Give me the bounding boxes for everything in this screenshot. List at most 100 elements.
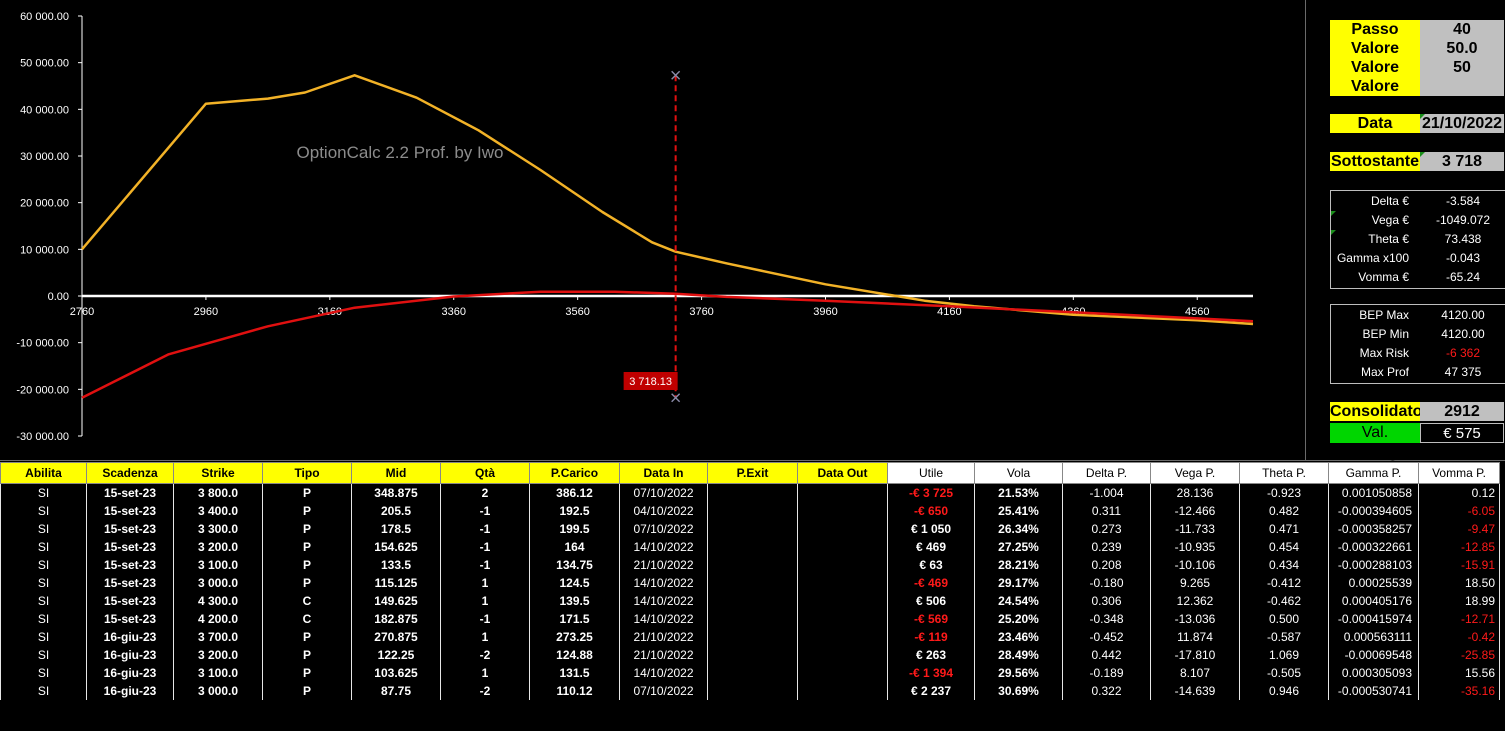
table-cell[interactable]: 28.49% [974,646,1063,664]
table-cell[interactable]: -35.16 [1418,682,1500,700]
table-cell[interactable]: 0.306 [1062,592,1151,610]
table-cell[interactable]: P [262,538,352,556]
table-cell[interactable]: 14/10/2022 [619,538,708,556]
table-cell[interactable]: 131.5 [529,664,620,682]
table-cell[interactable]: 0.471 [1239,520,1329,538]
table-cell[interactable]: 15-set-23 [86,538,174,556]
table-cell[interactable]: -0.412 [1239,574,1329,592]
table-cell[interactable]: SI [0,646,87,664]
table-cell[interactable]: -1 [440,538,530,556]
table-cell[interactable]: 16-giu-23 [86,682,174,700]
table-row[interactable]: SI 16-giu-23 3 700.0 P 270.875 1 273.25 21/10/2… [0,628,1500,646]
table-cell[interactable]: SI [0,610,87,628]
table-cell[interactable]: -0.000415974 [1328,610,1419,628]
table-cell[interactable]: 07/10/2022 [619,682,708,700]
passo-grafico-field[interactable]: 40 [1420,20,1504,39]
table-cell[interactable]: 0.000405176 [1328,592,1419,610]
table-cell[interactable]: 1 [440,664,530,682]
table-cell[interactable] [707,646,798,664]
table-cell[interactable]: 0.500 [1239,610,1329,628]
table-cell[interactable]: € 2 237 [887,682,975,700]
table-cell[interactable]: 15-set-23 [86,556,174,574]
table-cell[interactable]: 139.5 [529,592,620,610]
table-cell[interactable]: SI [0,538,87,556]
table-cell[interactable]: 182.875 [351,610,441,628]
table-cell[interactable] [707,682,798,700]
table-cell[interactable]: 29.56% [974,664,1063,682]
table-cell[interactable] [707,556,798,574]
table-cell[interactable]: 3 000.0 [173,682,263,700]
table-cell[interactable] [797,610,888,628]
table-cell[interactable]: -0.000288103 [1328,556,1419,574]
table-cell[interactable] [797,664,888,682]
valore-opzioni-field[interactable]: 50.0 [1420,39,1504,58]
table-cell[interactable]: 24.54% [974,592,1063,610]
table-row[interactable]: SI 16-giu-23 3 100.0 P 103.625 1 131.5 14/10/20… [0,664,1500,682]
table-cell[interactable]: -0.189 [1062,664,1151,682]
table-cell[interactable]: -€ 650 [887,502,975,520]
table-cell[interactable]: -9.47 [1418,520,1500,538]
table-cell[interactable] [797,592,888,610]
table-cell[interactable]: 0.434 [1239,556,1329,574]
table-cell[interactable]: 0.482 [1239,502,1329,520]
column-header[interactable]: Data In [619,462,708,484]
table-cell[interactable]: € 469 [887,538,975,556]
table-cell[interactable] [707,628,798,646]
table-cell[interactable] [707,520,798,538]
table-cell[interactable]: 133.5 [351,556,441,574]
table-cell[interactable]: -0.42 [1418,628,1500,646]
table-cell[interactable]: -15.91 [1418,556,1500,574]
table-cell[interactable]: 15-set-23 [86,483,174,502]
table-cell[interactable]: 3 700.0 [173,628,263,646]
table-cell[interactable]: -12.71 [1418,610,1500,628]
table-cell[interactable]: -10.106 [1150,556,1240,574]
table-cell[interactable]: 14/10/2022 [619,592,708,610]
table-cell[interactable]: -1 [440,556,530,574]
table-row[interactable]: SI 16-giu-23 3 000.0 P 87.75 -2 110.12 07/10/20… [0,682,1500,700]
table-cell[interactable]: € 263 [887,646,975,664]
table-cell[interactable]: 4 200.0 [173,610,263,628]
table-cell[interactable]: -0.348 [1062,610,1151,628]
table-cell[interactable]: -6.05 [1418,502,1500,520]
table-cell[interactable]: 0.311 [1062,502,1151,520]
column-header[interactable]: Vega P. [1150,462,1240,484]
table-cell[interactable]: 16-giu-23 [86,664,174,682]
valore-future-field[interactable]: 50 [1420,58,1504,77]
table-cell[interactable]: 15-set-23 [86,592,174,610]
table-cell[interactable]: P [262,556,352,574]
table-cell[interactable]: 0.000563111 [1328,628,1419,646]
table-row[interactable]: SI 15-set-23 4 200.0 C 182.875 -1 171.5 14/10/2… [0,610,1500,628]
table-cell[interactable]: 14/10/2022 [619,574,708,592]
table-cell[interactable]: -€ 3 725 [887,483,975,502]
table-cell[interactable]: SI [0,556,87,574]
table-cell[interactable]: 3 400.0 [173,502,263,520]
table-cell[interactable]: P [262,664,352,682]
table-cell[interactable]: 348.875 [351,483,441,502]
table-cell[interactable]: -0.505 [1239,664,1329,682]
table-cell[interactable]: 134.75 [529,556,620,574]
column-header[interactable]: Theta P. [1239,462,1329,484]
table-cell[interactable]: 15-set-23 [86,502,174,520]
table-cell[interactable]: -10.935 [1150,538,1240,556]
table-cell[interactable]: 171.5 [529,610,620,628]
table-cell[interactable]: 15-set-23 [86,610,174,628]
table-cell[interactable]: 154.625 [351,538,441,556]
table-cell[interactable]: -0.923 [1239,483,1329,502]
table-cell[interactable]: 124.88 [529,646,620,664]
table-cell[interactable]: 07/10/2022 [619,520,708,538]
table-cell[interactable]: -12.85 [1418,538,1500,556]
table-cell[interactable]: 192.5 [529,502,620,520]
table-cell[interactable]: 0.273 [1062,520,1151,538]
table-cell[interactable] [707,538,798,556]
table-cell[interactable]: 199.5 [529,520,620,538]
table-cell[interactable]: 0.454 [1239,538,1329,556]
table-cell[interactable]: 115.125 [351,574,441,592]
table-cell[interactable]: 164 [529,538,620,556]
table-cell[interactable]: -0.462 [1239,592,1329,610]
table-cell[interactable]: 30.69% [974,682,1063,700]
table-cell[interactable]: 0.322 [1062,682,1151,700]
table-cell[interactable] [707,483,798,502]
table-cell[interactable]: 3 800.0 [173,483,263,502]
table-cell[interactable]: -€ 469 [887,574,975,592]
table-cell[interactable]: 0.000305093 [1328,664,1419,682]
